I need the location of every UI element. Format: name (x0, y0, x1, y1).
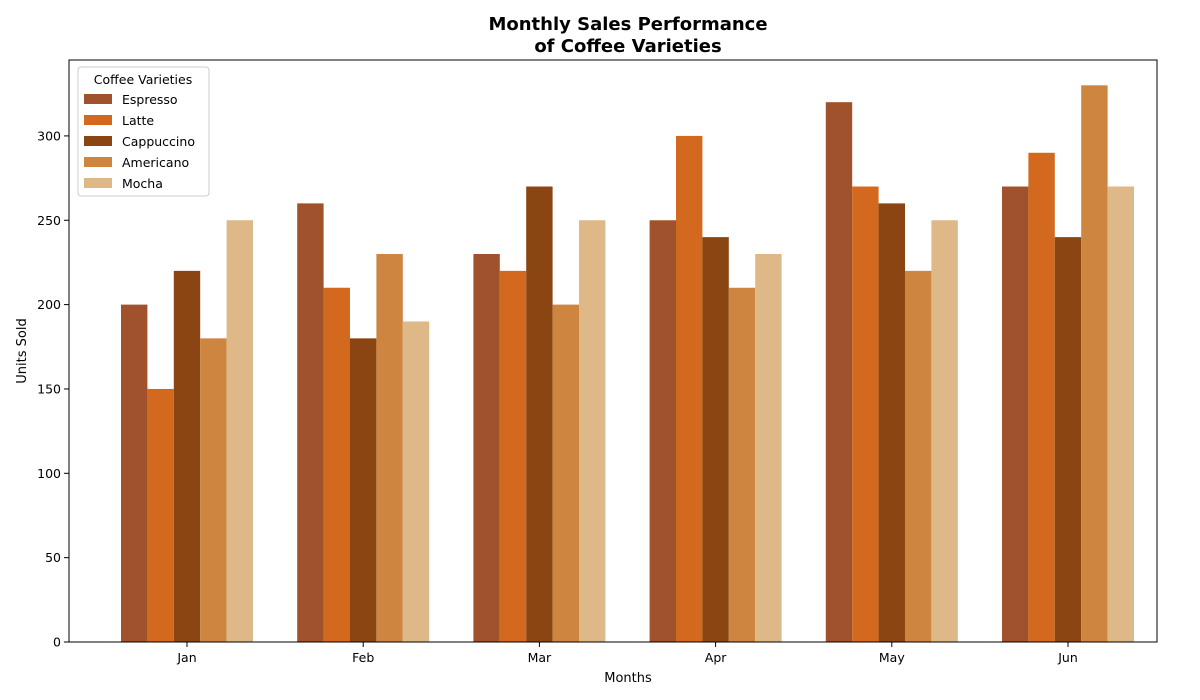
legend-label-cappuccino: Cappuccino (122, 134, 195, 149)
bar-cappuccino-may (878, 203, 905, 642)
x-tick-label: Jan (176, 650, 196, 665)
bars-group (121, 85, 1134, 643)
bar-latte-jan (147, 388, 174, 642)
bar-latte-may (852, 186, 879, 642)
bar-mocha-feb (402, 321, 430, 642)
bar-mocha-mar (579, 220, 606, 642)
y-tick-label: 150 (37, 381, 61, 396)
legend-label-mocha: Mocha (122, 176, 163, 191)
x-axis-ticks: Jan Feb Mar Apr May Jun (176, 642, 1078, 665)
bar-espresso-jan (121, 304, 148, 642)
legend-swatch-espresso (84, 94, 112, 104)
bar-latte-jun (1028, 152, 1055, 642)
bar-americano-may (905, 270, 932, 642)
bar-mocha-jan (226, 220, 253, 642)
legend-label-americano: Americano (122, 155, 189, 170)
x-tick-label: Feb (352, 650, 374, 665)
bar-americano-jun (1081, 85, 1108, 643)
x-tick-label: Apr (705, 650, 727, 665)
bar-americano-apr (728, 287, 756, 642)
bar-espresso-may (825, 102, 853, 643)
y-tick-label: 100 (37, 466, 61, 481)
bar-mocha-jun (1107, 186, 1134, 642)
legend-swatch-americano (84, 157, 112, 167)
y-tick-label: 250 (37, 213, 61, 228)
bar-espresso-jun (1002, 186, 1029, 642)
x-tick-label: Jun (1057, 650, 1078, 665)
y-tick-label: 200 (37, 297, 61, 312)
bar-cappuccino-feb (350, 338, 377, 642)
bar-cappuccino-mar (526, 186, 553, 642)
legend-items: Espresso Latte Cappuccino Americano Mocha (84, 92, 195, 191)
legend-title: Coffee Varieties (94, 72, 192, 87)
y-axis-ticks: 0 50 100 150 200 250 300 (37, 128, 69, 650)
y-tick-label: 300 (37, 128, 61, 143)
y-tick-label: 0 (53, 635, 61, 650)
legend-swatch-cappuccino (84, 136, 112, 146)
bar-mocha-may (931, 220, 958, 642)
bar-latte-mar (499, 270, 527, 642)
x-axis-label: Months (604, 671, 652, 686)
chart-title-line-1: Monthly Sales Performance (488, 14, 767, 35)
x-tick-label: May (879, 650, 905, 665)
y-axis-label: Units Sold (15, 318, 30, 383)
bar-latte-apr (676, 135, 703, 642)
bar-espresso-apr (649, 220, 676, 642)
bar-americano-feb (376, 254, 403, 642)
legend: Coffee Varieties Espresso Latte Cappuccino… (77, 66, 210, 197)
x-tick-label: Mar (528, 650, 552, 665)
bar-cappuccino-jan (173, 270, 201, 642)
bar-espresso-feb (297, 203, 324, 642)
legend-label-latte: Latte (122, 113, 154, 128)
bar-latte-feb (323, 287, 350, 642)
legend-swatch-latte (84, 115, 112, 125)
bar-espresso-mar (473, 254, 500, 642)
y-tick-label: 50 (45, 550, 61, 565)
legend-label-espresso: Espresso (122, 92, 178, 107)
bar-cappuccino-apr (702, 237, 729, 642)
chart-title-line-2: of Coffee Varieties (534, 36, 721, 57)
legend-swatch-mocha (84, 178, 112, 188)
bar-americano-jan (200, 338, 227, 642)
bar-cappuccino-jun (1054, 237, 1082, 642)
bar-mocha-apr (755, 254, 782, 642)
bar-americano-mar (552, 304, 579, 642)
plot-frame (68, 59, 1158, 643)
